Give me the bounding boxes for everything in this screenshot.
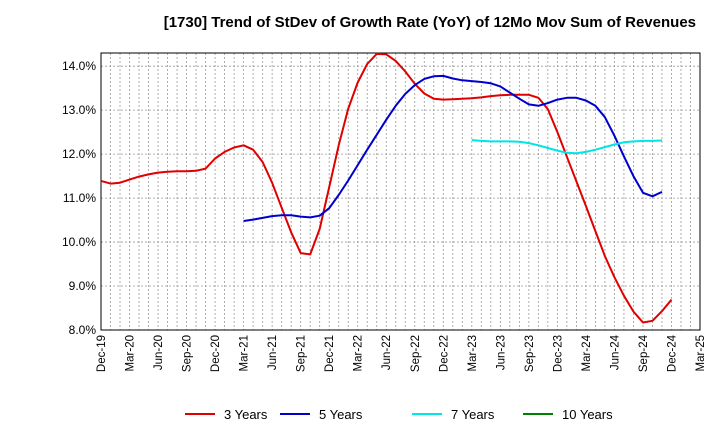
series-line-5-years <box>243 74 663 222</box>
y-tick-label: 13.0% <box>62 103 96 117</box>
x-tick-label: Dec-20 <box>210 335 222 372</box>
x-tick-label: Jun-22 <box>381 335 393 370</box>
x-tick-label: Dec-24 <box>666 334 678 372</box>
y-tick-label: 12.0% <box>62 147 96 161</box>
x-tick-label: Dec-23 <box>552 335 564 372</box>
x-tick-label: Sep-20 <box>182 335 194 372</box>
legend-label: 5 Years <box>319 407 363 422</box>
series-line-3-years <box>100 52 673 324</box>
x-tick-label: Sep-23 <box>524 335 536 372</box>
legend-label: 7 Years <box>451 407 495 422</box>
x-tick-label: Sep-22 <box>410 335 422 372</box>
x-tick-label: Mar-24 <box>581 334 593 371</box>
series-line-7-years <box>471 139 663 155</box>
x-tick-label: Dec-21 <box>324 335 336 372</box>
legend-label: 3 Years <box>224 407 268 422</box>
x-tick-label: Mar-25 <box>695 335 707 371</box>
x-tick-label: Dec-19 <box>96 335 108 372</box>
plot-area <box>101 53 700 330</box>
plot-border <box>100 52 701 331</box>
x-tick-label: Mar-20 <box>125 335 137 371</box>
x-tick-label: Mar-21 <box>239 335 251 371</box>
x-tick-label: Jun-23 <box>495 335 507 370</box>
x-tick-label: Jun-21 <box>267 335 279 370</box>
x-tick-label: Dec-22 <box>438 335 450 372</box>
y-tick-label: 11.0% <box>63 191 96 205</box>
x-tick-label: Mar-23 <box>467 335 479 371</box>
x-tick-label: Jun-24 <box>609 334 621 370</box>
y-tick-label: 9.0% <box>69 279 97 293</box>
chart-title: [1730] Trend of StDev of Growth Rate (Yo… <box>163 14 696 31</box>
y-tick-label: 8.0% <box>69 323 97 337</box>
y-tick-label: 10.0% <box>62 235 96 249</box>
x-tick-label: Sep-21 <box>296 335 308 372</box>
x-tick-label: Mar-22 <box>353 335 365 371</box>
x-tick-label: Jun-20 <box>153 335 165 370</box>
x-tick-label: Sep-24 <box>638 334 650 372</box>
y-tick-label: 14.0% <box>62 59 96 73</box>
legend-label: 10 Years <box>562 407 613 422</box>
